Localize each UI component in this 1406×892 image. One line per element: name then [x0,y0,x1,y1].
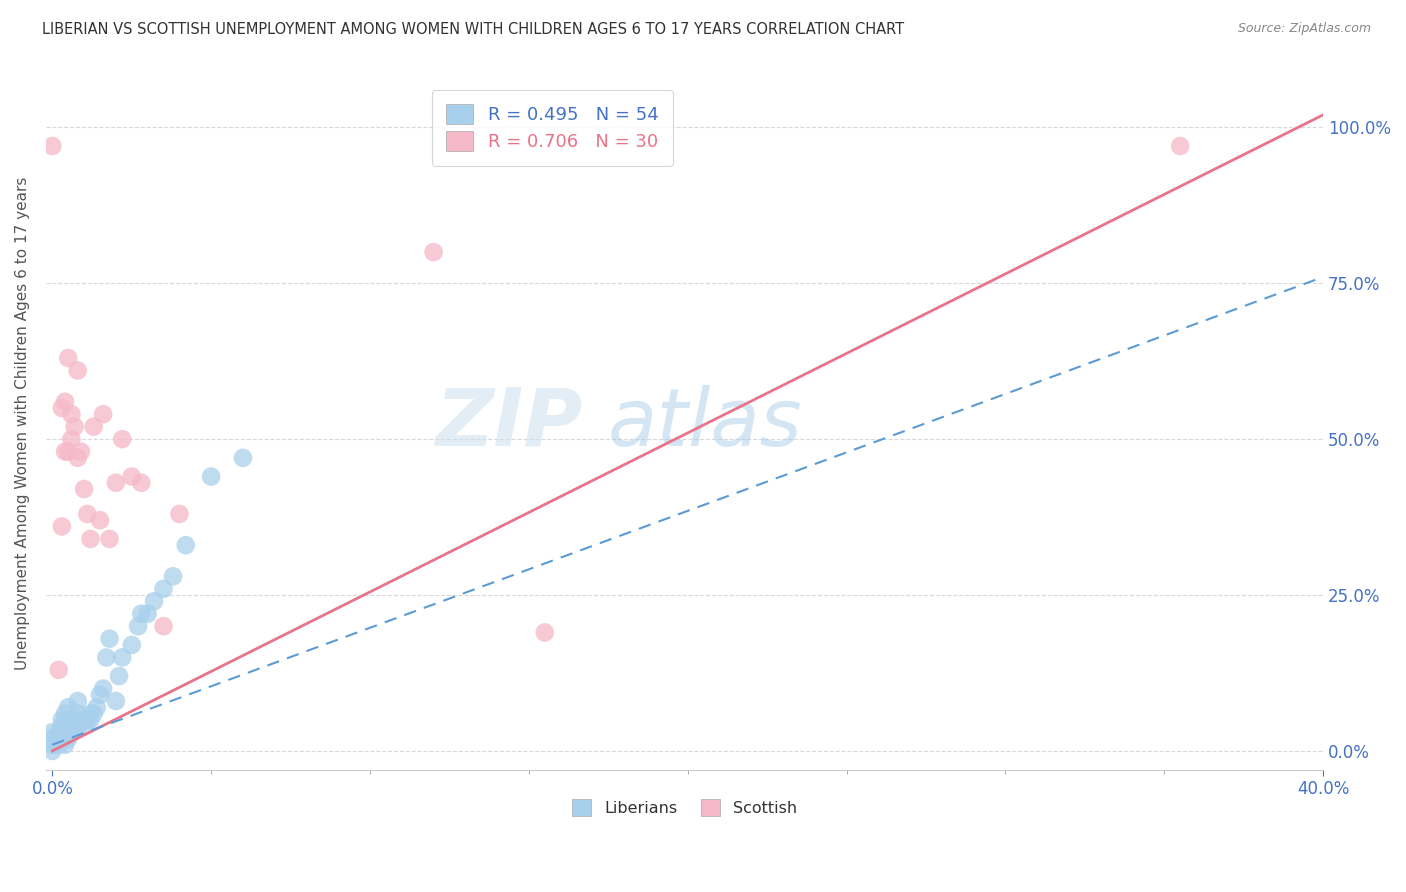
Point [41,744,63,758]
Point [89,688,111,702]
Point [58,700,80,714]
Point [51,401,73,415]
Point [41,731,63,746]
Point [41,725,63,739]
Point [66,719,89,733]
Point [111,650,134,665]
Point [76,507,98,521]
Point [91,681,114,696]
Point [58,713,80,727]
Point [48,731,70,746]
Point [89,513,111,527]
Point [63,719,86,733]
Point [53,719,76,733]
Point [41,738,63,752]
Point [111,432,134,446]
Point [70,713,93,727]
Point [60,432,83,446]
Point [53,725,76,739]
Point [73,719,96,733]
Point [51,719,73,733]
Point [41,139,63,153]
Point [136,607,159,621]
Point [53,706,76,721]
Point [70,444,93,458]
Text: ZIP: ZIP [434,384,582,463]
Point [152,619,174,633]
Point [58,725,80,739]
Point [53,738,76,752]
Point [60,719,83,733]
Point [1168,139,1191,153]
Point [533,625,555,640]
Point [98,632,121,646]
Point [48,663,70,677]
Point [60,725,83,739]
Point [53,731,76,746]
Point [108,669,131,683]
Point [127,619,149,633]
Point [79,532,101,546]
Point [104,475,127,490]
Point [79,713,101,727]
Point [51,713,73,727]
Point [51,731,73,746]
Y-axis label: Unemployment Among Women with Children Ages 6 to 17 years: Unemployment Among Women with Children A… [15,177,30,670]
Text: Source: ZipAtlas.com: Source: ZipAtlas.com [1237,22,1371,36]
Point [48,738,70,752]
Point [83,419,105,434]
Point [76,713,98,727]
Point [152,582,174,596]
Point [48,725,70,739]
Point [73,482,96,496]
Point [104,694,127,708]
Point [58,731,80,746]
Point [129,475,152,490]
Point [200,469,222,483]
Point [63,419,86,434]
Text: atlas: atlas [607,384,803,463]
Point [169,507,191,521]
Point [422,245,444,260]
Point [143,594,166,608]
Point [66,450,89,465]
Point [83,706,105,721]
Point [60,713,83,727]
Text: LIBERIAN VS SCOTTISH UNEMPLOYMENT AMONG WOMEN WITH CHILDREN AGES 6 TO 17 YEARS C: LIBERIAN VS SCOTTISH UNEMPLOYMENT AMONG … [42,22,904,37]
Point [66,363,89,377]
Point [58,444,80,458]
Point [232,450,254,465]
Point [66,706,89,721]
Point [79,706,101,721]
Point [60,407,83,421]
Point [91,407,114,421]
Point [53,394,76,409]
Point [73,713,96,727]
Legend: Liberians, Scottish: Liberians, Scottish [564,791,806,824]
Point [162,569,184,583]
Point [98,532,121,546]
Point [86,700,108,714]
Point [129,607,152,621]
Point [58,719,80,733]
Point [63,713,86,727]
Point [53,444,76,458]
Point [121,638,143,652]
Point [51,725,73,739]
Point [66,694,89,708]
Point [174,538,197,552]
Point [51,519,73,533]
Point [58,351,80,365]
Point [121,469,143,483]
Point [96,650,118,665]
